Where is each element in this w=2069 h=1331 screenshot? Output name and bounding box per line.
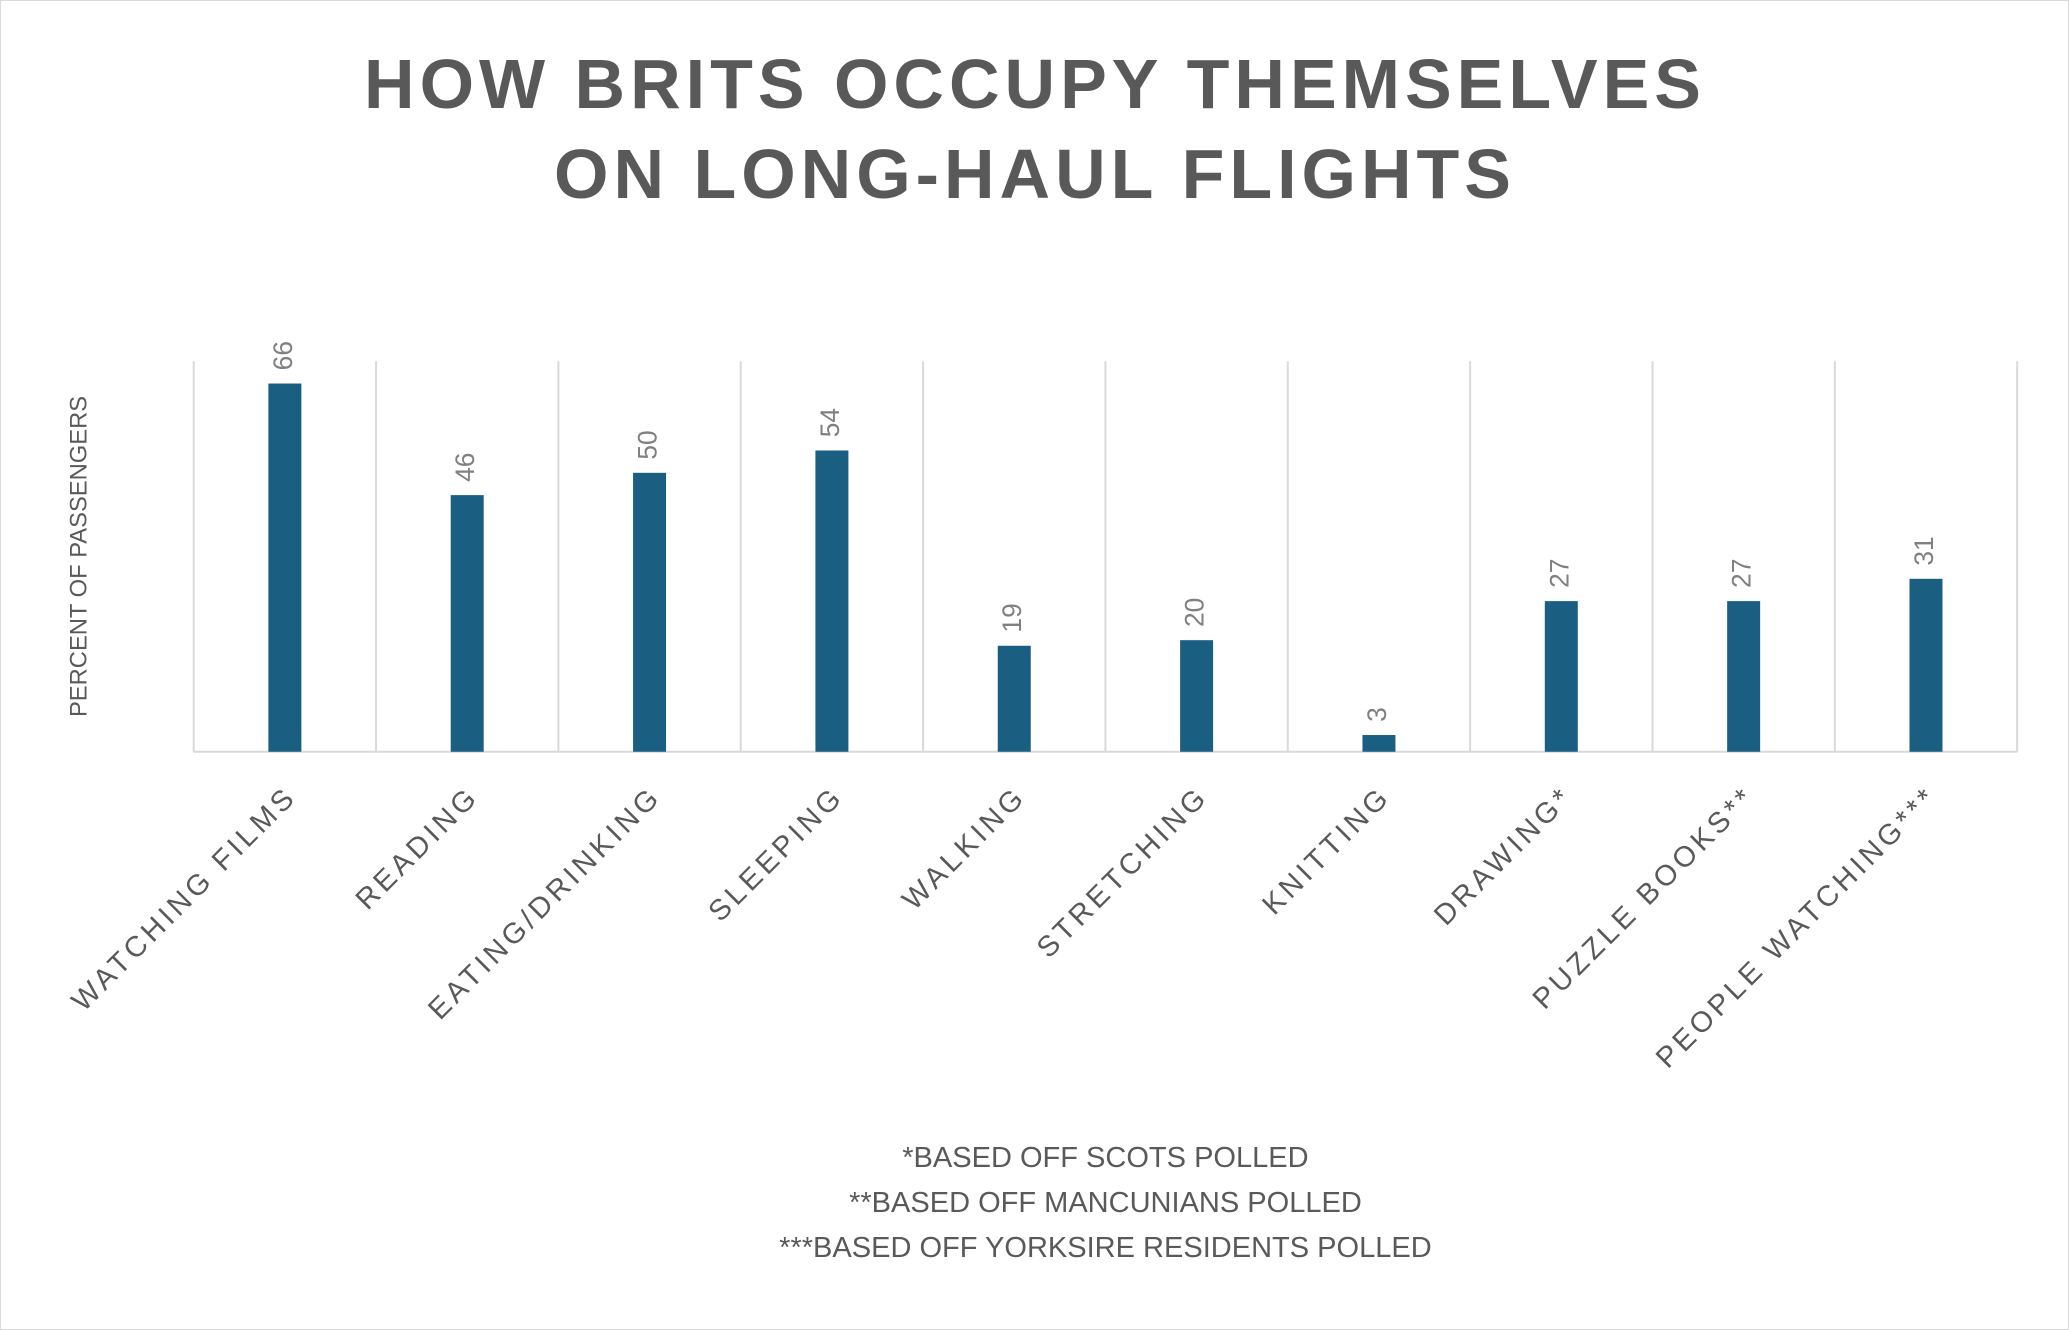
data-label: 46 [450,453,480,482]
x-tick-label: READING [350,780,486,916]
footnote: **BASED OFF MANCUNIANS POLLED [849,1187,1362,1219]
data-label: 19 [997,603,1027,632]
data-label: 27 [1727,559,1757,588]
bar [815,450,849,752]
bar [997,645,1031,752]
x-tick-label: KNITTING [1256,780,1397,921]
chart-title: HOW BRITS OCCUPY THEMSELVES ON LONG-HAUL… [364,45,1706,213]
data-label: 31 [1909,536,1939,565]
bar [1180,640,1214,752]
data-label: 3 [1362,707,1392,722]
x-tick-label: SLEEPING [703,780,851,928]
data-label: 50 [633,430,663,459]
data-label: 27 [1544,559,1574,588]
x-tick-label: STRETCHING [1031,780,1215,964]
bar [1544,601,1578,752]
x-tick-label: WATCHING FILMS [66,780,303,1017]
bar [1362,735,1396,752]
bar [450,495,484,752]
bar [268,383,302,752]
x-tick-label: DRAWING* [1428,780,1579,931]
bar [633,472,667,752]
footnote: ***BASED OFF YORKSIRE RESIDENTS POLLED [779,1232,1431,1264]
data-label: 20 [1180,598,1210,627]
bar [1727,601,1761,752]
data-label: 66 [268,341,298,370]
footnote: *BASED OFF SCOTS POLLED [902,1142,1308,1174]
bar [1909,578,1943,752]
y-axis-label: PERCENT OF PASSENGERS [66,396,93,717]
x-tick-label: WALKING [896,780,1032,916]
data-label: 54 [815,408,845,437]
